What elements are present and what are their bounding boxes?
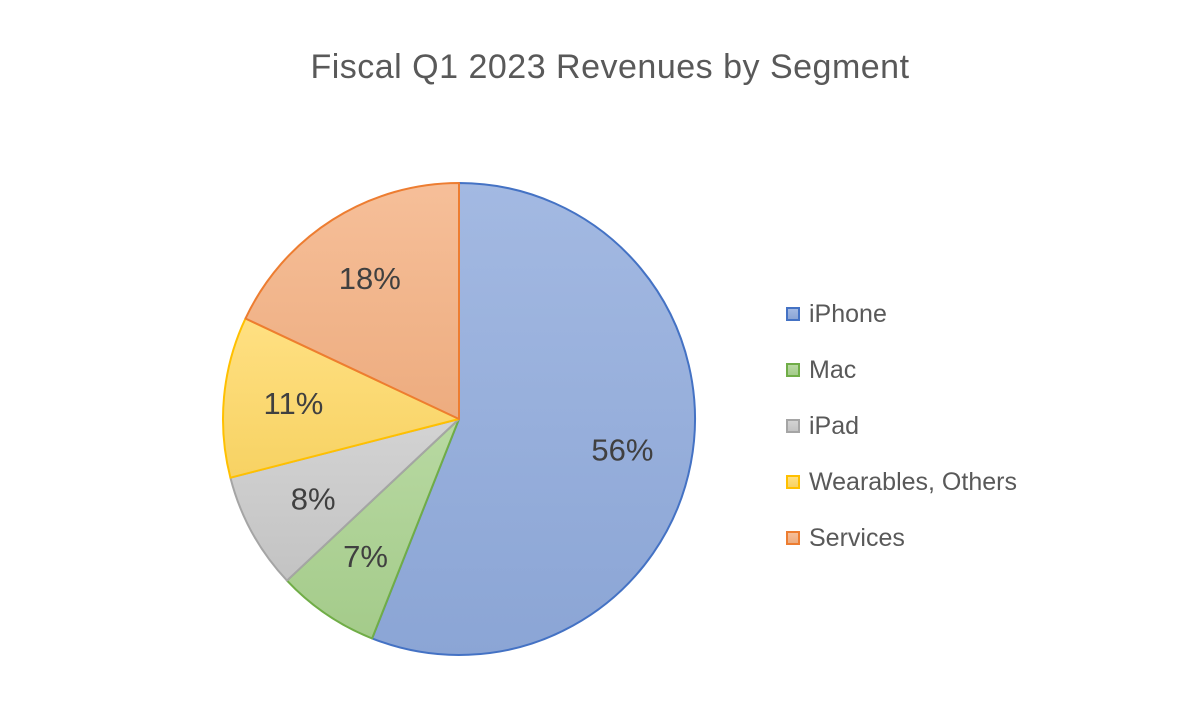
legend-swatch-services [786,531,800,545]
pie-slice-ipad [229,418,460,582]
legend-swatch-wearables-others [786,475,800,489]
legend-label-wearables-others: Wearables, Others [809,467,1017,496]
legend-swatch-mac [786,363,800,377]
data-label-iphone: 56% [591,433,653,468]
legend-label-ipad: iPad [809,411,860,440]
pie-slice-services [244,182,460,420]
pie-slices [222,182,697,656]
data-label-mac: 7% [343,539,388,574]
legend-swatch-ipad [786,419,800,433]
legend-item-iphone: iPhone [786,286,1017,342]
data-label-wearables-others: 11% [264,386,324,421]
legend-item-mac: Mac [786,342,1017,398]
legend-item-wearables-others: Wearables, Others [786,454,1017,510]
legend: iPhone Mac iPad Wearables, Others Services [786,286,1017,566]
legend-item-services: Services [786,510,1017,566]
chart-title: Fiscal Q1 2023 Revenues by Segment [310,48,910,86]
data-label-ipad: 8% [291,482,336,517]
pie-data-labels: 56% 7%8% 11% 18% [264,261,654,574]
legend-label-mac: Mac [809,355,857,384]
legend-label-services: Services [809,523,905,552]
pie-slice-iphone [371,182,697,656]
pie-slice-mac [285,418,460,640]
data-label-services: 18% [339,261,401,296]
legend-swatch-iphone [786,307,800,321]
legend-label-iphone: iPhone [809,299,887,328]
pie-slice-wearables-others [222,317,460,479]
legend-item-ipad: iPad [786,398,1017,454]
